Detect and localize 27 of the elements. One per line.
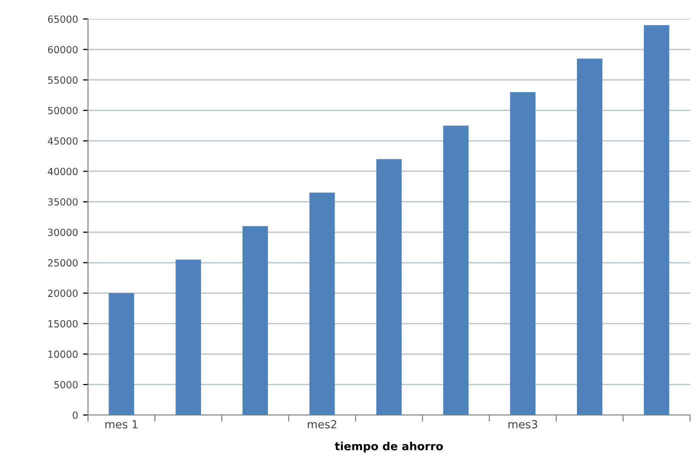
bar: [108, 293, 134, 415]
bar: [242, 226, 268, 415]
y-tick-label: 0: [72, 411, 78, 419]
y-tick-label: 40000: [48, 168, 78, 176]
y-tick-label: 15000: [48, 320, 78, 328]
y-tick-label: 25000: [48, 259, 78, 267]
bar: [309, 192, 335, 415]
y-tick-label: 5000: [54, 381, 78, 388]
x-tick-label: mes2: [308, 420, 336, 428]
y-tick-label: 30000: [48, 228, 78, 236]
y-tick-label: 35000: [48, 198, 78, 206]
bar: [510, 92, 536, 415]
x-tick-label: mes3: [508, 420, 538, 428]
bar: [644, 25, 670, 415]
y-tick-label: 60000: [48, 46, 78, 54]
y-tick-label: 20000: [48, 290, 78, 297]
x-axis-title: tiempo de ahorro: [334, 442, 443, 452]
y-tick-label: 65000: [48, 15, 78, 23]
bar: [376, 159, 402, 415]
bar: [176, 260, 202, 415]
x-tick-label: mes 1: [105, 420, 138, 428]
y-tick-label: 50000: [48, 106, 78, 114]
y-tick-label: 45000: [48, 137, 78, 145]
y-tick-label: 10000: [48, 350, 78, 358]
bar: [576, 58, 602, 415]
bar: [443, 126, 469, 415]
y-tick-label: 55000: [48, 76, 78, 84]
